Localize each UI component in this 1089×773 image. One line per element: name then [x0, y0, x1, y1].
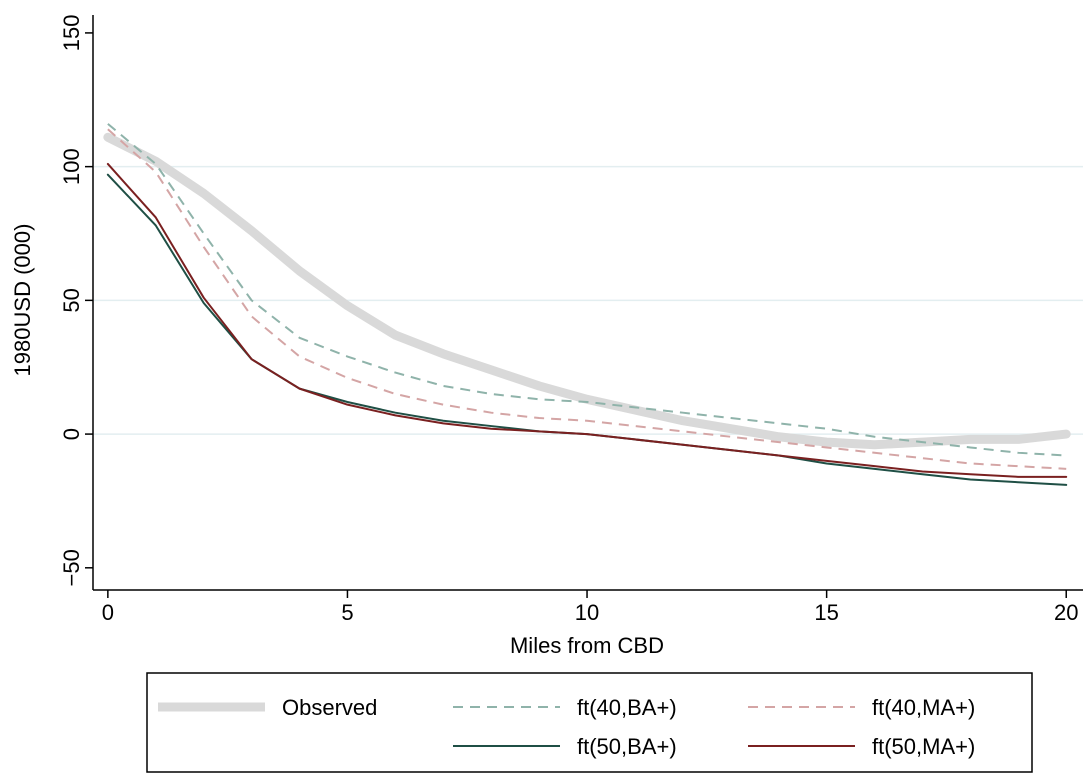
x-tick-label: 10	[575, 600, 599, 625]
legend-label: ft(40,BA+)	[577, 695, 677, 720]
x-tick-label: 20	[1054, 600, 1078, 625]
legend-label: ft(50,BA+)	[577, 734, 677, 759]
y-tick-label: 100	[59, 148, 84, 185]
y-tick-label: 0	[59, 428, 84, 440]
x-axis-title: Miles from CBD	[510, 633, 664, 658]
y-tick-label: 50	[59, 288, 84, 312]
series-line	[107, 128, 1067, 470]
x-tick-label: 0	[102, 600, 114, 625]
legend-label: ft(50,MA+)	[872, 734, 975, 759]
series-line	[106, 162, 1068, 478]
y-tick-label: 150	[59, 15, 84, 52]
series-line	[103, 132, 1071, 450]
legend-label: Observed	[282, 695, 377, 720]
y-axis-title: 1980USD (000)	[10, 224, 35, 377]
x-tick-label: 5	[341, 600, 353, 625]
y-tick-label: −50	[59, 549, 84, 586]
legend-label: ft(40,MA+)	[872, 695, 975, 720]
legend-box	[146, 672, 1033, 773]
x-tick-label: 15	[814, 600, 838, 625]
series-line	[107, 123, 1067, 457]
